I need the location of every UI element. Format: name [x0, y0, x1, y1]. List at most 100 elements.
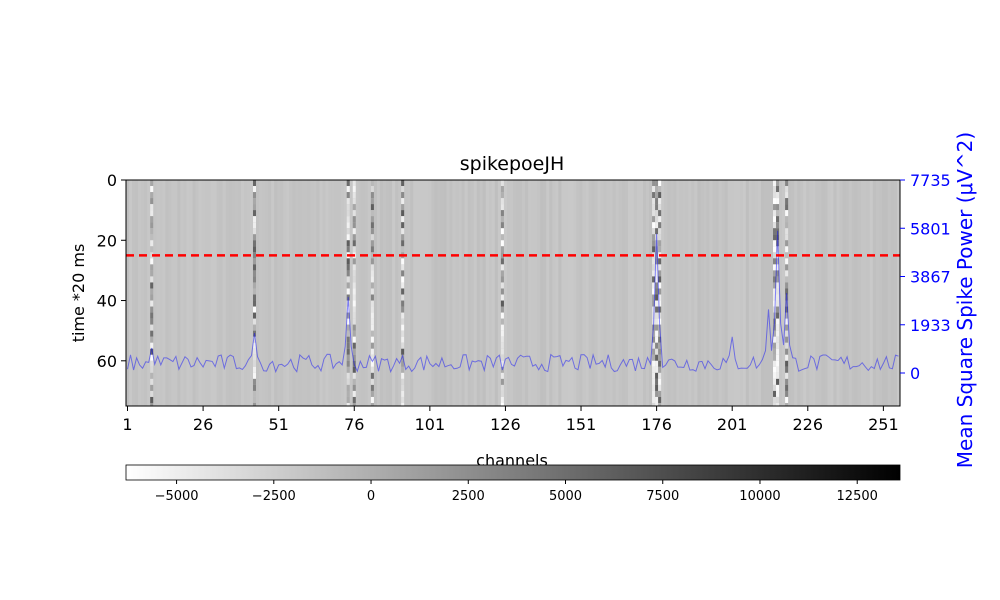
channel-cell: [150, 360, 154, 367]
channel-cell: [370, 240, 374, 247]
channel-cell: [655, 360, 659, 367]
channel-cell: [785, 258, 789, 265]
channel-cell: [352, 258, 356, 265]
channel-cell: [150, 234, 154, 241]
channel-cell: [252, 198, 257, 205]
channel-cell: [352, 264, 356, 271]
channel-stripe: [893, 180, 898, 406]
channel-stripe: [564, 180, 568, 406]
channel-stripe: [670, 180, 674, 406]
channel-cell: [655, 276, 659, 283]
channel-cell: [776, 384, 780, 391]
channel-stripe: [482, 180, 486, 406]
channel-stripe: [443, 180, 447, 406]
channel-cell: [655, 270, 659, 277]
channel-cell: [352, 312, 356, 319]
channel-stripe: [416, 180, 420, 406]
channel-cell: [776, 372, 780, 379]
channel-cell: [401, 360, 405, 367]
channel-cell: [500, 300, 504, 307]
channel-cell: [252, 318, 257, 325]
channel-cell: [401, 330, 405, 337]
channel-cell: [658, 306, 662, 313]
channel-cell: [776, 222, 780, 229]
channel-cell: [655, 288, 659, 295]
channel-cell: [252, 330, 257, 337]
channel-cell: [401, 270, 405, 277]
channel-cell: [776, 390, 780, 397]
channel-stripe: [132, 180, 136, 406]
channel-cell: [785, 252, 789, 259]
x-tick-label: 101: [415, 415, 446, 434]
channel-cell: [652, 300, 656, 307]
channel-cell: [655, 282, 659, 289]
channel-cell: [652, 360, 656, 367]
channel-cell: [346, 390, 350, 397]
y-tick-label: 40: [97, 292, 117, 311]
channel-cell: [652, 318, 656, 325]
channel-stripe: [479, 180, 483, 406]
channel-stripe: [331, 180, 335, 406]
channel-stripe: [222, 180, 226, 406]
channel-cell: [370, 330, 374, 337]
y-tick-label: 20: [97, 231, 117, 250]
channel-cell: [785, 318, 789, 325]
channel-cell: [500, 216, 504, 223]
channel-cell: [150, 180, 154, 187]
channel-cell: [370, 270, 374, 277]
channel-stripe: [392, 180, 396, 406]
channel-stripe: [437, 180, 441, 406]
y-tick-label: 60: [97, 352, 117, 371]
channel-cell: [150, 330, 154, 337]
channel-cell: [773, 222, 777, 229]
channel-cell: [346, 318, 350, 325]
channel-stripe: [464, 180, 468, 406]
x-tick-label: 201: [717, 415, 748, 434]
channel-stripe: [207, 180, 211, 406]
channel-cell: [352, 396, 356, 403]
channel-cell: [500, 330, 504, 337]
channel-cell: [776, 402, 780, 406]
channel-cell: [252, 192, 257, 199]
channel-cell: [785, 246, 789, 253]
channel-cell: [652, 234, 656, 241]
channel-cell: [773, 288, 777, 295]
channel-cell: [785, 354, 789, 361]
channel-cell: [776, 336, 780, 343]
channel-stripe: [576, 180, 580, 406]
channel-cell: [658, 234, 662, 241]
channel-stripe: [467, 180, 471, 406]
channel-stripe: [367, 180, 372, 406]
channel-cell: [346, 336, 350, 343]
channel-stripe: [567, 180, 571, 406]
channel-cell: [401, 318, 405, 325]
channel-stripe: [249, 180, 254, 406]
channel-cell: [370, 378, 374, 385]
channel-stripe: [271, 180, 275, 406]
channel-cell: [352, 192, 356, 199]
channel-cell: [658, 330, 662, 337]
power-series-line: [127, 230, 899, 374]
channel-cell: [252, 312, 257, 319]
channel-cell: [401, 366, 405, 373]
channel-cell: [655, 240, 659, 247]
channel-stripe: [506, 180, 511, 406]
channel-stripe: [612, 180, 616, 406]
channel-stripe: [198, 180, 202, 406]
channel-cell: [500, 384, 504, 391]
channel-cell: [150, 270, 154, 277]
channel-cell: [150, 366, 154, 373]
channel-stripe: [503, 180, 508, 406]
channel-cell: [370, 390, 374, 397]
channel-cell: [401, 294, 405, 301]
channel-cell: [652, 348, 656, 355]
channel-cell: [652, 372, 656, 379]
x-axis: 1 26 51 76 101 126 151 176 201 226 251: [122, 406, 899, 434]
channel-stripe: [165, 180, 169, 406]
colorbar-tick-label: 7500: [646, 489, 679, 504]
y-axis-right: 7735 5801 3867 1933 0: [900, 171, 951, 383]
x-tick-label: 76: [344, 415, 364, 434]
channel-cell: [652, 306, 656, 313]
channel-stripe: [751, 180, 756, 406]
channel-cell: [658, 204, 662, 211]
